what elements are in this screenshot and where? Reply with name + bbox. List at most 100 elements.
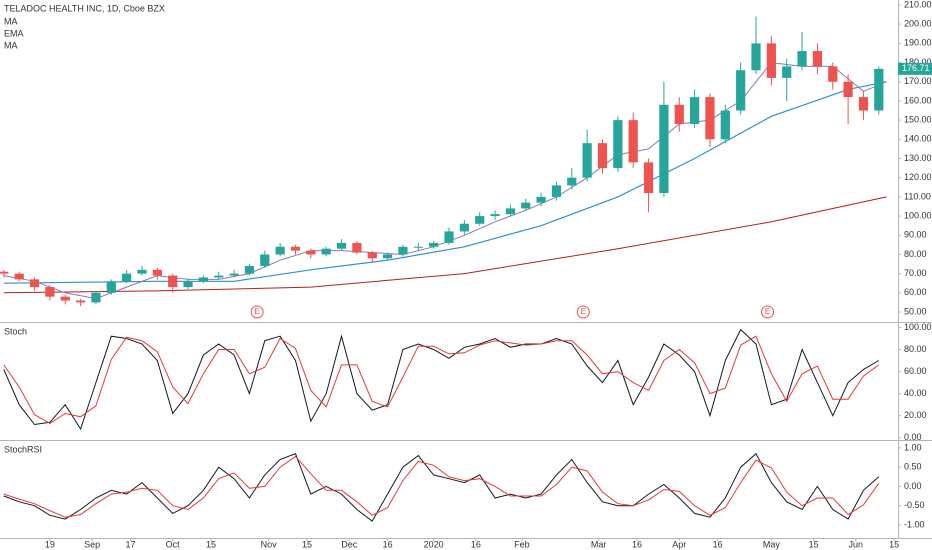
panel-title: TELADOC HEALTH INC, 1D, Cboe BZX (4, 3, 165, 13)
legend-entry: MA (4, 16, 18, 26)
x-tick-label: Apr (672, 539, 686, 549)
candle-body (751, 43, 761, 71)
x-tick-label: 16 (383, 539, 393, 549)
candle-body (290, 246, 301, 251)
earnings-label: E (581, 307, 586, 316)
y-tick-label: 130.00 (904, 153, 932, 163)
earnings-marker (761, 305, 775, 319)
candle-body (0, 271, 9, 274)
oscillator-line (3, 452, 880, 522)
candle-body (797, 51, 807, 67)
y-tick-label: 80.00 (904, 344, 927, 354)
candle-body (321, 248, 331, 255)
candle-body (260, 254, 270, 266)
candle-body (628, 120, 638, 163)
candle-body (858, 97, 869, 111)
candle-body (828, 66, 838, 82)
candle-body (398, 246, 408, 255)
y-tick-label: 150.00 (904, 115, 932, 125)
candle-body (229, 273, 239, 276)
y-tick-label: 80.00 (904, 249, 927, 259)
y-tick-label: 160.00 (904, 95, 932, 105)
candle-body (367, 252, 377, 259)
y-tick-label: 40.00 (904, 388, 927, 398)
candle-body (690, 97, 700, 124)
candle-body (582, 143, 592, 178)
y-tick-label: 0.50 (904, 462, 922, 472)
x-tick-label: Dec (341, 539, 358, 549)
candle-body (720, 110, 730, 140)
x-tick-label: Oct (166, 539, 181, 549)
candle-body (490, 214, 500, 217)
oscillator-line (3, 335, 880, 424)
y-tick-label: 100.00 (904, 322, 932, 332)
candle-body (643, 162, 654, 194)
oscillator-line (3, 455, 880, 518)
candle-body (45, 287, 55, 297)
y-tick-label: 200.00 (904, 19, 932, 29)
candle-body (782, 66, 792, 78)
y-tick-label: -0.50 (904, 500, 925, 510)
panel-title: Stoch (4, 326, 27, 336)
candle-body (352, 242, 362, 253)
candle-body (736, 70, 746, 111)
y-tick-label: 190.00 (904, 38, 932, 48)
earnings-marker (576, 305, 590, 319)
y-tick-label: 100.00 (904, 210, 932, 220)
x-tick-label: Jun (849, 539, 864, 549)
x-tick-label: 16 (632, 539, 642, 549)
y-tick-label: 180.00 (904, 57, 932, 67)
x-tick-label: Sep (84, 539, 100, 549)
earnings-label: E (765, 307, 770, 316)
candle-body (14, 273, 24, 280)
candle-body (183, 281, 193, 288)
candle-body (613, 120, 623, 169)
y-tick-label: 210.00 (904, 0, 932, 9)
candle-body (674, 104, 684, 124)
x-tick-label: 15 (302, 539, 312, 549)
candle-body (60, 296, 70, 301)
candle-body (444, 231, 454, 243)
candle-body (91, 292, 101, 303)
earnings-marker (250, 305, 264, 319)
y-tick-label: 70.00 (904, 268, 927, 278)
candle-body (597, 143, 608, 169)
x-tick-label: 15 (889, 539, 899, 549)
y-tick-label: 1.00 (904, 442, 922, 452)
y-tick-label: 20.00 (904, 410, 927, 420)
y-tick-label: 120.00 (904, 172, 932, 182)
x-tick-label: 16 (713, 539, 723, 549)
candle-body (168, 275, 178, 288)
candle-body (551, 185, 562, 197)
candle-body (29, 279, 40, 288)
x-tick-label: 16 (471, 539, 481, 549)
candle-body (475, 216, 485, 224)
y-tick-label: 170.00 (904, 76, 932, 86)
candle-body (413, 246, 423, 248)
candle-body (244, 265, 255, 274)
candle-body (198, 277, 208, 282)
last-price-box (898, 62, 932, 75)
y-tick-label: 50.00 (904, 306, 927, 316)
candle-body (843, 81, 853, 98)
x-tick-label: 17 (125, 539, 135, 549)
y-tick-label: 60.00 (904, 287, 927, 297)
y-tick-label: 0.00 (904, 432, 922, 442)
candle-body (812, 51, 823, 67)
x-tick-label: Feb (514, 539, 530, 549)
candle-body (874, 68, 884, 111)
candle-body (306, 250, 316, 255)
x-tick-label: 2020 (424, 539, 444, 549)
x-tick-label: 15 (809, 539, 819, 549)
y-tick-label: 110.00 (904, 191, 931, 201)
candle-body (705, 97, 715, 140)
x-tick-label: 15 (206, 539, 216, 549)
x-tick-label: Nov (261, 539, 278, 549)
candle-body (659, 104, 669, 194)
candle-body (382, 254, 393, 259)
y-tick-label: 0.00 (904, 481, 922, 491)
candle-body (459, 223, 469, 232)
legend-entry: EMA (4, 28, 24, 38)
y-tick-label: 60.00 (904, 366, 927, 376)
